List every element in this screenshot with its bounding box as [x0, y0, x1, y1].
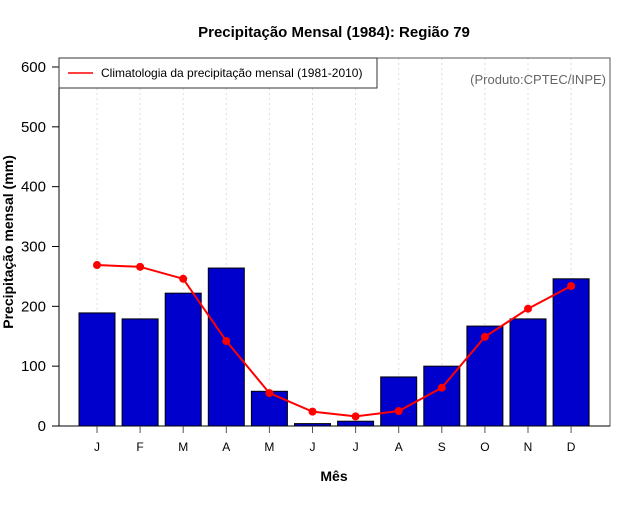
bar [207, 267, 245, 427]
climatology-point [351, 412, 360, 421]
bar [78, 312, 116, 427]
climatology-point [437, 383, 446, 392]
bar [552, 278, 590, 427]
bars [78, 267, 590, 427]
chart-title: Precipitação Mensal (1984): Região 79 [198, 24, 470, 41]
bar [337, 420, 375, 427]
y-axis: 0 100 200 300 400 500 600 [21, 59, 60, 435]
climatology-point [394, 407, 403, 416]
climatology-line [93, 261, 576, 421]
x-tick-label: A [222, 440, 230, 454]
climatology-point [480, 332, 489, 341]
climatology-point [93, 261, 101, 270]
climatology-point [308, 407, 317, 416]
climatology-point [136, 262, 145, 271]
bar [121, 318, 159, 427]
x-tick-label: O [480, 440, 489, 454]
climatology-point [222, 337, 231, 346]
x-axis-label: Mês [320, 468, 347, 484]
x-tick-label: A [395, 440, 403, 454]
bar [164, 292, 202, 427]
legend: Climatologia da precipitação mensal (198… [58, 57, 378, 89]
x-tick-label: M [264, 440, 274, 454]
legend-box [58, 57, 378, 89]
bar [423, 365, 461, 427]
climatology-point [265, 389, 274, 398]
y-axis-label: Precipitação mensal (mm) [0, 155, 16, 329]
climatology-point [524, 304, 532, 313]
x-tick-label: J [310, 440, 316, 454]
legend-label: Climatologia da precipitação mensal (198… [101, 66, 362, 80]
bar [509, 318, 547, 427]
y-tick-label: 200 [21, 298, 46, 315]
y-tick-label: 100 [21, 358, 46, 375]
x-tick-label: M [178, 440, 188, 454]
x-tick-label: S [438, 440, 446, 454]
x-tick-label: N [524, 440, 533, 454]
x-tick-label: F [136, 440, 143, 454]
y-tick-label: 300 [21, 239, 46, 256]
climatology-point [179, 274, 188, 283]
bar [380, 376, 418, 427]
x-tick-label: D [567, 440, 576, 454]
y-tick-label: 400 [21, 179, 46, 196]
bar [466, 325, 504, 427]
x-tick-label: J [353, 440, 359, 454]
climatology-polyline [96, 264, 572, 418]
y-tick-label: 600 [21, 59, 46, 76]
y-tick-label: 500 [21, 119, 46, 136]
y-tick-label: 0 [38, 418, 46, 435]
x-tick-label: J [94, 440, 100, 454]
climatology-point [567, 281, 576, 290]
source-annotation: (Produto:CPTEC/INPE) [470, 72, 606, 87]
